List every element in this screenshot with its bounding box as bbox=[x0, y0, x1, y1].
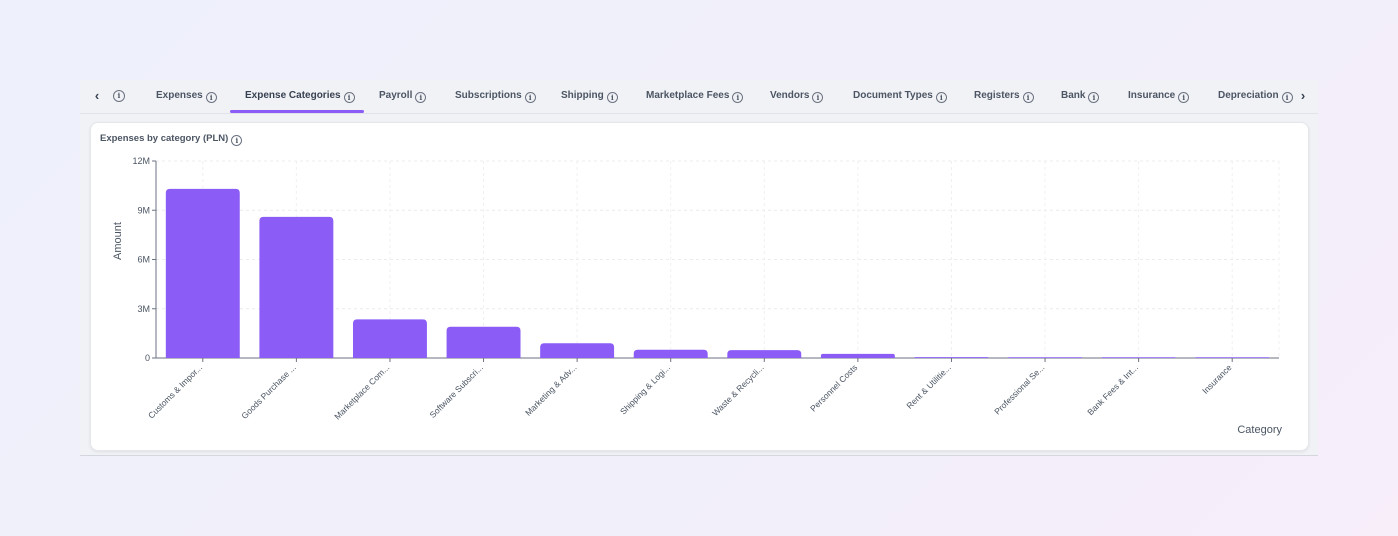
chart-title: Expenses by category (PLN) i bbox=[100, 133, 243, 146]
x-tick-label: Bank Fees & Int... bbox=[1085, 362, 1140, 417]
y-tick-label: 0 bbox=[145, 353, 150, 363]
tab-label: Shipping bbox=[561, 90, 604, 101]
info-icon[interactable]: i bbox=[1281, 92, 1293, 103]
bar[interactable] bbox=[1101, 357, 1176, 358]
info-icon[interactable]: i bbox=[113, 90, 125, 102]
x-tick-label: Professional Se... bbox=[992, 362, 1046, 416]
tab-expenses[interactable]: Expenses i bbox=[156, 80, 217, 111]
info-icon[interactable]: i bbox=[205, 92, 217, 103]
chevron-right-icon[interactable]: › bbox=[1300, 88, 1306, 103]
x-tick-label: Shipping & Logi... bbox=[618, 362, 672, 416]
y-tick-label: 6M bbox=[137, 255, 150, 265]
tab-label: Depreciation bbox=[1218, 90, 1279, 101]
x-tick-label: Software Subscri... bbox=[427, 362, 485, 420]
bar[interactable] bbox=[165, 188, 240, 358]
x-axis-label: Category bbox=[1237, 424, 1282, 436]
tab-label: Subscriptions bbox=[455, 90, 522, 101]
bar[interactable] bbox=[352, 319, 427, 358]
tab-marketplace-fees[interactable]: Marketplace Fees i bbox=[646, 80, 744, 111]
x-tick-label: Customs & Impor... bbox=[146, 362, 204, 420]
tab-shipping[interactable]: Shipping i bbox=[561, 80, 618, 111]
info-icon[interactable]: i bbox=[606, 92, 618, 103]
info-icon[interactable]: i bbox=[415, 92, 427, 103]
bar[interactable] bbox=[1195, 357, 1270, 358]
info-icon[interactable]: i bbox=[524, 92, 536, 103]
tab-label: Document Types bbox=[853, 90, 933, 101]
chart-axes: 0 3M 6M 9M 12M bbox=[132, 156, 1279, 363]
tab-registers[interactable]: Registers i bbox=[974, 80, 1034, 111]
bar[interactable] bbox=[1008, 357, 1083, 358]
x-tick-label: Goods Purchase ... bbox=[239, 362, 298, 421]
info-icon[interactable]: i bbox=[732, 92, 744, 103]
chart-bars bbox=[165, 188, 1270, 358]
tab-label: Vendors bbox=[770, 90, 810, 101]
x-tick-label: Rent & Utilitie... bbox=[904, 362, 952, 410]
info-icon[interactable]: i bbox=[343, 92, 355, 103]
bar[interactable] bbox=[914, 357, 989, 358]
info-icon[interactable]: i bbox=[231, 135, 243, 146]
bar[interactable] bbox=[727, 350, 802, 358]
info-icon[interactable]: i bbox=[812, 92, 824, 103]
tab-label: Bank bbox=[1061, 90, 1086, 101]
tab-bar: ‹ i Expenses i Expense Categories i Payrol… bbox=[80, 80, 1318, 114]
y-tick-label: 9M bbox=[137, 205, 150, 215]
tab-bank[interactable]: Bank i bbox=[1061, 80, 1100, 111]
info-icon[interactable]: i bbox=[935, 92, 947, 103]
tab-insurance[interactable]: Insurance i bbox=[1128, 80, 1190, 111]
bar[interactable] bbox=[446, 326, 521, 358]
chart-card: Expenses by category (PLN) i 0 3M 6M 9M 12M C… bbox=[90, 122, 1309, 451]
tab-expense-categories[interactable]: Expense Categories i bbox=[245, 80, 355, 111]
tab-payroll[interactable]: Payroll i bbox=[379, 80, 427, 111]
chart-x-labels: Customs & Impor... Goods Purchase ... Mark… bbox=[146, 362, 1234, 421]
tab-document-types[interactable]: Document Types i bbox=[853, 80, 947, 111]
bar[interactable] bbox=[633, 349, 708, 358]
tab-label: Expenses bbox=[156, 90, 203, 101]
info-icon[interactable]: i bbox=[1022, 92, 1034, 103]
chevron-left-icon[interactable]: ‹ bbox=[94, 88, 100, 103]
y-tick-label: 3M bbox=[137, 304, 150, 314]
x-tick-label: Insurance bbox=[1200, 362, 1234, 396]
expenses-panel: ‹ i Expenses i Expense Categories i Payrol… bbox=[80, 80, 1318, 456]
active-tab-indicator bbox=[230, 110, 364, 113]
tab-label: Registers bbox=[974, 90, 1020, 101]
info-icon[interactable]: i bbox=[1088, 92, 1100, 103]
bar[interactable] bbox=[540, 343, 615, 358]
bar[interactable] bbox=[259, 216, 334, 358]
x-tick-label: Waste & Recycli... bbox=[710, 362, 766, 418]
bar[interactable] bbox=[820, 353, 895, 358]
tab-label: Expense Categories bbox=[245, 90, 341, 101]
tab-subscriptions[interactable]: Subscriptions i bbox=[455, 80, 536, 111]
x-tick-label: Marketing & Adv... bbox=[523, 362, 578, 417]
info-icon[interactable]: i bbox=[1178, 92, 1190, 103]
tab-label: Insurance bbox=[1128, 90, 1176, 101]
x-tick-label: Marketplace Com... bbox=[332, 362, 391, 421]
x-tick-label: Personnel Costs bbox=[808, 362, 859, 413]
tab-label: Marketplace Fees bbox=[646, 90, 730, 101]
y-axis-label: Amount bbox=[112, 222, 124, 260]
bar-chart: 0 3M 6M 9M 12M Customs & Impor... Goods Purch… bbox=[112, 156, 1282, 436]
y-tick-label: 12M bbox=[132, 156, 150, 166]
chart-title-text: Expenses by category (PLN) bbox=[100, 133, 229, 144]
tab-vendors[interactable]: Vendors i bbox=[770, 80, 824, 111]
tab-label: Payroll bbox=[379, 90, 413, 101]
tab-depreciation[interactable]: Depreciation i bbox=[1218, 80, 1293, 111]
